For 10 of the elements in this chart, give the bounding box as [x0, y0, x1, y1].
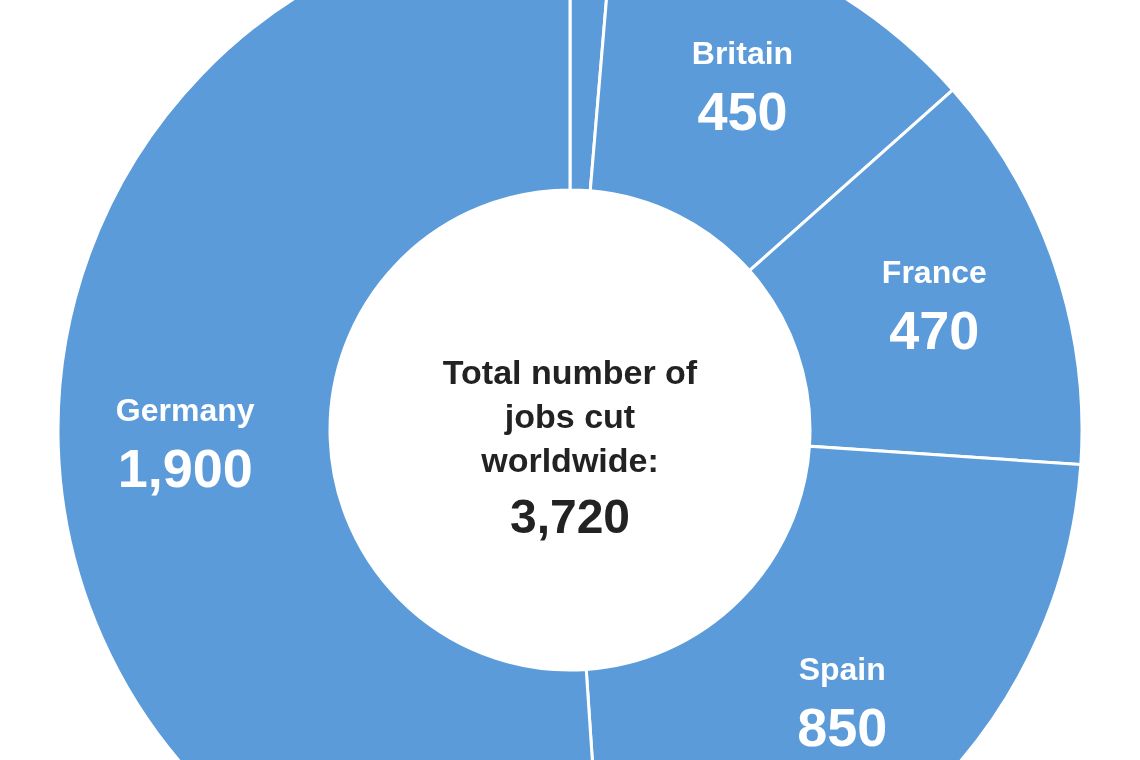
- slice-label: Spain: [798, 651, 886, 688]
- data-label: 470: [889, 300, 980, 361]
- slice-label: Germany: [115, 392, 255, 428]
- data-label: 850: [797, 697, 888, 758]
- data-label: 1,900: [117, 438, 253, 498]
- slice-label: Britain: [691, 34, 794, 71]
- slice-label: France: [881, 254, 987, 291]
- text: 3,720: [509, 490, 631, 543]
- data-label: 450: [697, 80, 788, 141]
- text: Total number of jobs cut worldwide:: [441, 352, 699, 481]
